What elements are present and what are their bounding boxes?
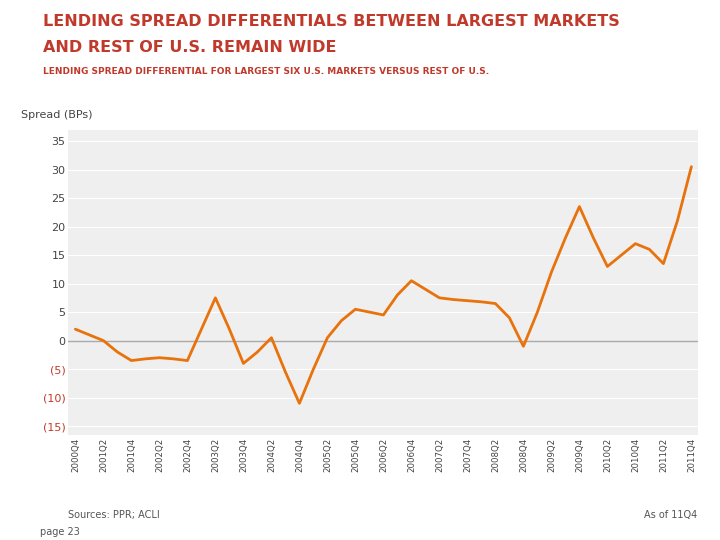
- Text: LENDING SPREAD DIFFERENTIAL FOR LARGEST SIX U.S. MARKETS VERSUS REST OF U.S.: LENDING SPREAD DIFFERENTIAL FOR LARGEST …: [43, 68, 490, 77]
- Text: AND REST OF U.S. REMAIN WIDE: AND REST OF U.S. REMAIN WIDE: [43, 40, 337, 56]
- Text: LENDING SPREAD DIFFERENTIALS BETWEEN LARGEST MARKETS: LENDING SPREAD DIFFERENTIALS BETWEEN LAR…: [43, 14, 620, 29]
- Text: page 23: page 23: [40, 526, 79, 537]
- Text: Spread (BPs): Spread (BPs): [21, 111, 93, 120]
- Text: Sources: PPR; ACLI: Sources: PPR; ACLI: [68, 510, 160, 521]
- Text: As of 11Q4: As of 11Q4: [644, 510, 697, 521]
